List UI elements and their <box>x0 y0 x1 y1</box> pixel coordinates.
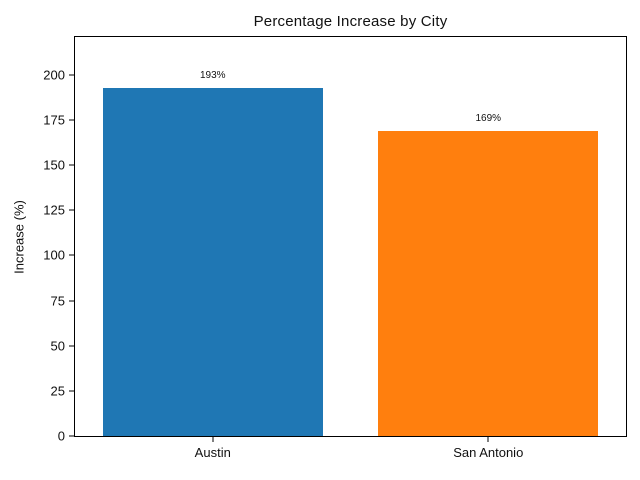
bar-value-label: 193% <box>199 69 226 81</box>
bar-san-antonio <box>378 130 599 436</box>
x-tick-label-austin: Austin <box>194 445 231 460</box>
y-tick-label: 150 <box>43 157 65 173</box>
x-tick-label-san-antonio: San Antonio <box>453 445 524 460</box>
y-tick-mark <box>69 254 75 256</box>
y-tick-mark <box>69 74 75 76</box>
y-tick-label: 175 <box>43 112 65 128</box>
y-tick-label: 0 <box>57 428 65 444</box>
bar-austin <box>102 87 323 436</box>
y-tick-mark <box>69 119 75 121</box>
y-tick-label: 200 <box>43 67 65 83</box>
y-tick-mark <box>69 300 75 302</box>
y-tick-mark <box>69 209 75 211</box>
y-tick-mark <box>69 345 75 347</box>
plot-area: 0 25 50 75 100 125 150 175 200 193% Austin 169% San … <box>43 36 627 460</box>
chart-title: Percentage Increase by City <box>253 13 448 30</box>
y-tick-mark <box>69 164 75 166</box>
y-tick-mark <box>69 435 75 437</box>
x-tick-mark <box>487 436 489 442</box>
bar-value-label: 169% <box>475 112 502 124</box>
y-tick-label: 125 <box>43 202 65 218</box>
y-tick-label: 75 <box>50 293 65 309</box>
y-tick-mark <box>69 390 75 392</box>
x-tick-mark <box>212 436 214 442</box>
y-tick-label: 100 <box>43 247 65 263</box>
y-axis-label: Increase (%) <box>11 200 27 274</box>
y-tick-label: 25 <box>50 383 65 399</box>
y-tick-label: 50 <box>50 338 65 354</box>
